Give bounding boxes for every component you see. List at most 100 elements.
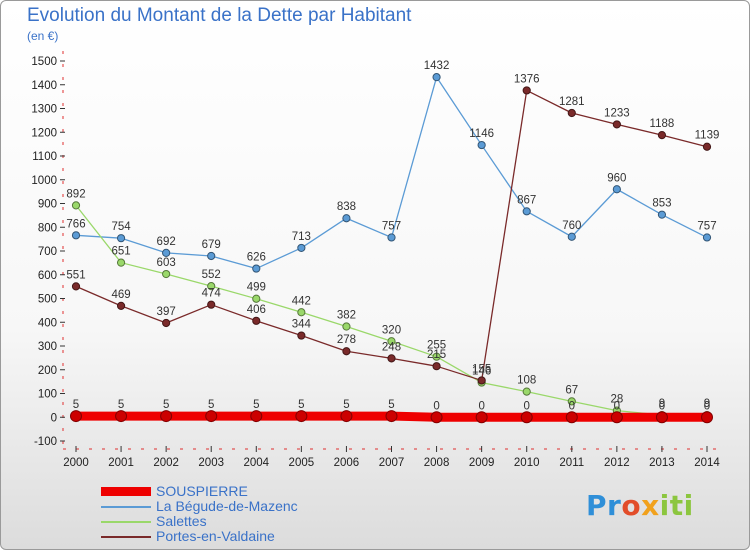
- data-point: [477, 376, 486, 385]
- data-label: 0: [659, 400, 665, 412]
- data-point: [250, 410, 263, 423]
- data-point: [387, 337, 396, 346]
- x-tick-label: 2009: [469, 457, 495, 469]
- y-tick-label: 800: [38, 222, 57, 234]
- data-label: 651: [111, 246, 130, 258]
- data-label: 5: [208, 399, 214, 411]
- y-tick-label: 600: [38, 270, 57, 282]
- y-tick-label: -100: [34, 436, 57, 448]
- data-point: [162, 269, 171, 279]
- data-label: 0: [524, 400, 530, 412]
- legend-label: Portes-en-Valdaine: [156, 528, 275, 544]
- data-label: 320: [382, 324, 401, 336]
- data-label: 5: [118, 399, 124, 411]
- data-point: [160, 410, 173, 423]
- data-point: [207, 300, 216, 309]
- unit-label: (en €): [27, 29, 59, 43]
- data-label: 9: [704, 398, 710, 410]
- data-label: 867: [517, 194, 536, 206]
- y-tick-label: 1200: [31, 127, 57, 139]
- proxiti-logo: Proxiti: [586, 489, 694, 522]
- data-label: 9: [659, 398, 665, 410]
- x-tick-label: 2004: [243, 457, 269, 469]
- data-point: [162, 248, 171, 257]
- data-label: 1146: [469, 128, 494, 140]
- data-point: [252, 294, 261, 303]
- data-label: 757: [697, 220, 716, 232]
- x-tick-label: 2014: [694, 457, 720, 469]
- data-label: 5: [163, 399, 169, 411]
- y-tick-label: 300: [38, 341, 57, 353]
- y-tick-label: 500: [38, 294, 57, 306]
- data-label: 5: [388, 399, 394, 411]
- data-label: 469: [111, 289, 130, 301]
- data-point: [522, 86, 531, 95]
- data-point: [612, 120, 621, 129]
- data-label: 757: [382, 220, 401, 232]
- chart-title: Evolution du Montant de la Dette par Hab…: [27, 5, 412, 26]
- data-label: 28: [610, 394, 623, 406]
- data-point: [567, 397, 576, 406]
- data-point: [342, 347, 351, 356]
- data-point: [252, 264, 261, 273]
- y-tick-label: 1100: [32, 151, 57, 163]
- y-tick-label: 900: [38, 199, 57, 211]
- data-point: [340, 410, 353, 423]
- x-tick-label: 2006: [334, 457, 360, 469]
- data-label: 67: [565, 384, 578, 396]
- data-label: 0: [704, 400, 710, 412]
- data-label: 552: [202, 269, 221, 281]
- data-point: [612, 185, 621, 194]
- data-point: [205, 410, 218, 423]
- data-point: [477, 140, 486, 150]
- data-point: [162, 318, 171, 328]
- data-point: [430, 411, 443, 424]
- legend-label: SOUSPIERRE: [156, 483, 248, 499]
- data-point: [701, 411, 713, 424]
- data-label: 5: [73, 399, 79, 411]
- x-tick-label: 2012: [604, 457, 630, 469]
- data-point: [522, 387, 531, 396]
- data-point: [657, 210, 667, 219]
- x-tick-label: 2002: [153, 457, 179, 469]
- data-point: [71, 282, 81, 291]
- data-label: 382: [337, 310, 356, 322]
- y-tick-label: 0: [51, 412, 57, 424]
- data-point: [116, 234, 126, 243]
- data-label: 1432: [424, 60, 450, 72]
- data-label: 155: [472, 363, 491, 375]
- data-label: 499: [247, 282, 266, 294]
- y-tick-label: 200: [38, 365, 57, 377]
- x-tick-label: 2008: [424, 457, 450, 469]
- data-label: 713: [292, 231, 311, 243]
- data-label: 754: [111, 221, 131, 233]
- x-tick-label: 2013: [649, 457, 675, 469]
- legend-label: Salettes: [156, 513, 207, 529]
- x-tick-label: 2011: [559, 457, 584, 469]
- data-point: [387, 233, 396, 242]
- data-point: [115, 410, 128, 423]
- y-tick-label: 700: [38, 246, 57, 258]
- data-label: 278: [337, 334, 356, 346]
- data-label: 248: [382, 341, 401, 353]
- y-tick-label: 1400: [31, 80, 57, 92]
- legend-swatch: [101, 487, 151, 496]
- data-point: [297, 308, 306, 317]
- data-label: 397: [157, 306, 176, 318]
- data-label: 474: [202, 288, 222, 300]
- data-label: 853: [652, 198, 671, 210]
- data-label: 5: [343, 399, 349, 411]
- data-point: [565, 411, 578, 424]
- data-point: [702, 233, 712, 242]
- data-label: 1188: [650, 118, 675, 130]
- data-point: [432, 362, 441, 371]
- data-label: 406: [247, 304, 266, 316]
- data-label: 1376: [514, 73, 540, 85]
- data-label: 892: [66, 188, 85, 200]
- data-point: [342, 214, 351, 223]
- data-label: 603: [157, 257, 176, 269]
- y-tick-label: 100: [38, 389, 57, 401]
- data-label: 626: [247, 252, 266, 264]
- data-label: 5: [253, 399, 259, 411]
